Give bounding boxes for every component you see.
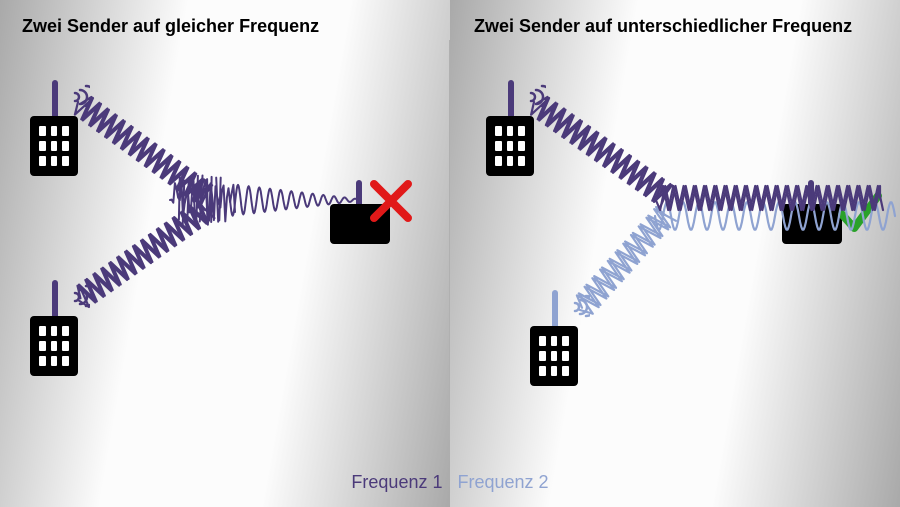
receiver-right	[782, 180, 842, 244]
ok-mark-icon	[836, 188, 884, 236]
fail-mark-icon	[368, 178, 414, 224]
keypad	[486, 116, 534, 176]
keypad	[30, 316, 78, 376]
title-right: Zwei Sender auf unterschiedlicher Freque…	[474, 16, 852, 37]
legend: Frequenz 1 Frequenz 2	[0, 472, 900, 493]
panel-right	[450, 0, 900, 507]
title-left: Zwei Sender auf gleicher Frequenz	[22, 16, 319, 37]
signal-arcs-icon	[60, 284, 90, 314]
signal-arcs-icon	[60, 84, 90, 114]
transmitter-bottom-left	[30, 280, 78, 376]
panel-divider	[449, 40, 450, 440]
signal-arcs-icon	[516, 84, 546, 114]
legend-freq1: Frequenz 1	[351, 472, 442, 492]
keypad	[30, 116, 78, 176]
transmitter-top-left	[30, 80, 78, 176]
keypad	[530, 326, 578, 386]
legend-freq2: Frequenz 2	[458, 472, 549, 492]
panel-left	[0, 0, 450, 507]
transmitter-top-right	[486, 80, 534, 176]
transmitter-bottom-right	[530, 290, 578, 386]
receiver-body	[782, 204, 842, 244]
signal-arcs-icon	[560, 294, 590, 324]
